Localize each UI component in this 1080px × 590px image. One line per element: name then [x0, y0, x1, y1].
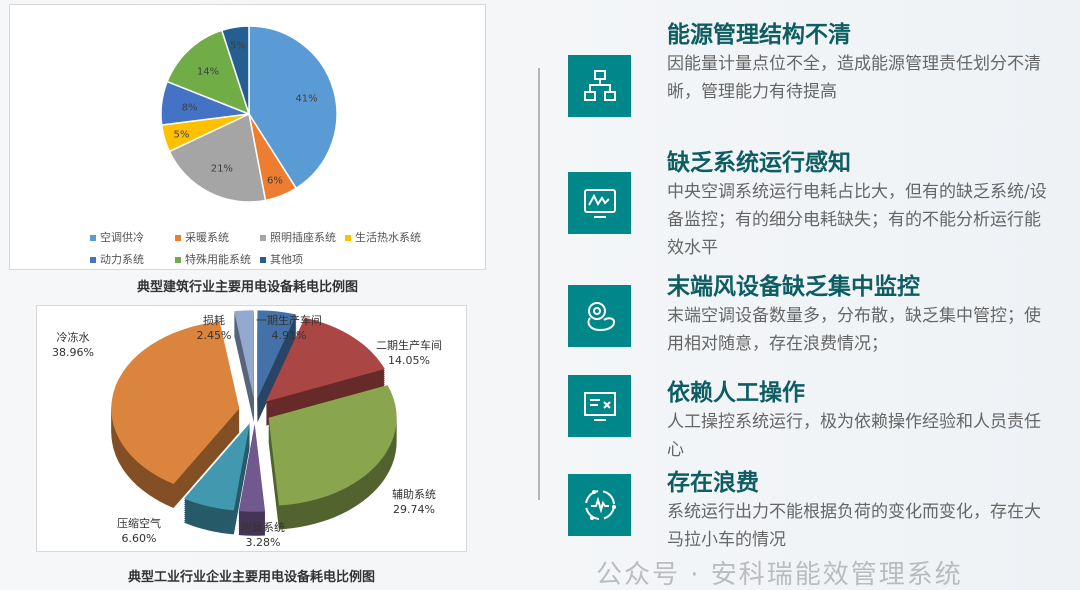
pie-slice-5: [111, 321, 240, 485]
pie-slice-6: [220, 25, 250, 115]
building-pie-chart: 41% 6% 21% 5% 8% 14% 5%: [160, 25, 338, 203]
building-legend: 空调供冷 采暖系统 照明插座系统 生活热水系统动力系统 特殊用能系统 其他项: [90, 229, 470, 267]
issue-title: 存在浪费: [667, 470, 759, 496]
category-label-4: 压缩空气: [117, 516, 161, 530]
building-chart-panel: 41% 6% 21% 5% 8% 14% 5% 空调供冷 采暖系统 照明插座系统 生活热水系统动力…: [9, 4, 486, 270]
legend-swatch: [345, 235, 351, 241]
issue-title: 依赖人工操作: [667, 380, 805, 406]
issue-text: 因能量计量点位不全，造成能源管理责任划分不清晰，管理能力有待提高: [667, 54, 1041, 102]
industry-chart-caption: 典型工业行业企业主要用电设备耗电比例图: [127, 570, 375, 585]
issue-text: 系统运行出力不能根据负荷的变化而变化，存在大马拉小车的情况: [667, 502, 1041, 550]
legend-item: 采暖系统: [175, 229, 260, 245]
legend-label: 采暖系统: [185, 231, 229, 244]
watermark: 公众号 · 安科瑞能效管理系统: [596, 560, 963, 590]
data-label-2: 21%: [211, 163, 233, 174]
pie-slice-4: [184, 423, 250, 511]
pie-slice-6: [234, 310, 254, 399]
data-label-0: 4.91%: [272, 329, 307, 342]
data-label-1: 14.05%: [388, 354, 430, 367]
legend-item: 生活热水系统: [345, 229, 455, 245]
issue-title: 能源管理结构不清: [667, 22, 851, 48]
building-chart-caption: 典型建筑行业主要用电设备耗电比例图: [136, 280, 358, 295]
legend-label: 动力系统: [100, 253, 144, 266]
data-label-1: 6%: [267, 175, 283, 186]
legend-swatch: [175, 235, 181, 241]
org-chart-icon: [568, 55, 631, 117]
issue-text: 末端空调设备数量多，分布散，缺乏集中管控；使用相对随意，存在浪费情况；: [667, 306, 1041, 354]
data-label-3: 5%: [173, 130, 189, 141]
legend-label: 其他项: [270, 253, 303, 266]
pie-slice-2: [168, 112, 267, 203]
pie-slice-2: [268, 385, 397, 506]
legend-swatch: [175, 257, 181, 263]
industry-chart-panel: 一期生产车间 4.91% 二期生产车间 14.05% 辅助系统 29.74% 附属系统 3.2…: [36, 305, 467, 552]
legend-swatch: [90, 257, 96, 263]
legend-item: 其他项: [260, 251, 345, 267]
legend-swatch: [260, 257, 266, 263]
legend-item: 空调供冷: [90, 229, 175, 245]
manual-screen-icon: [568, 375, 631, 437]
fan-icon: [568, 285, 631, 347]
issue-text: 人工操控系统运行，极为依赖操作经验和人员责任心: [667, 412, 1041, 460]
pie-slice-3: [238, 423, 266, 512]
legend-swatch: [260, 235, 266, 241]
pulse-cycle-icon: [568, 474, 631, 536]
data-label-0: 41%: [295, 93, 317, 104]
data-label-6: 5%: [230, 40, 246, 51]
category-label-6: 损耗: [203, 313, 225, 327]
legend-label: 生活热水系统: [355, 231, 421, 244]
legend-item: 特殊用能系统: [175, 251, 260, 267]
legend-swatch: [90, 235, 96, 241]
category-label-1: 二期生产车间: [376, 338, 442, 352]
data-label-4: 6.60%: [122, 532, 157, 545]
data-label-5: 38.96%: [52, 346, 94, 359]
data-label-4: 8%: [182, 103, 198, 114]
category-label-3: 附属系统: [241, 520, 285, 534]
category-label-2: 辅助系统: [392, 487, 436, 501]
divider: [538, 68, 540, 500]
category-label-5: 冷冻水: [57, 330, 90, 344]
issue-title: 缺乏系统运行感知: [667, 150, 851, 176]
legend-item: 照明插座系统: [260, 229, 345, 245]
pie-slice-1: [265, 317, 385, 402]
category-label-0: 一期生产车间: [256, 313, 322, 327]
data-label-6: 2.45%: [197, 329, 232, 342]
data-label-2: 29.74%: [393, 503, 435, 516]
issue-text: 中央空调系统运行电耗占比大，但有的缺乏系统/设备监控；有的细分电耗缺失；有的不能…: [667, 182, 1047, 258]
monitor-wave-icon: [568, 172, 631, 234]
issue-title: 末端风设备缺乏集中监控: [667, 274, 920, 300]
legend-item: 动力系统: [90, 251, 175, 267]
legend-label: 空调供冷: [100, 231, 144, 244]
legend-label: 照明插座系统: [270, 231, 336, 244]
data-label-3: 3.28%: [246, 536, 281, 549]
legend-label: 特殊用能系统: [185, 253, 251, 266]
pie-slice-0: [257, 310, 297, 399]
data-label-5: 14%: [197, 66, 219, 77]
industry-pie-chart: 一期生产车间 4.91% 二期生产车间 14.05% 辅助系统 29.74% 附属系统 3.2…: [52, 310, 442, 549]
